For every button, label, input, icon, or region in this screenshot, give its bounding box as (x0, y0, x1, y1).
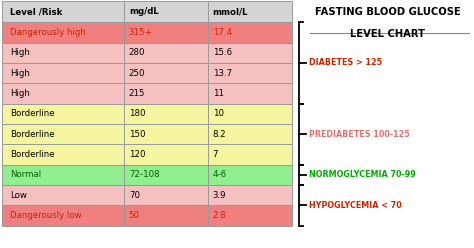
Bar (2, 144, 124, 165)
Text: 70: 70 (129, 191, 140, 200)
Text: 250: 250 (129, 69, 146, 78)
Text: DIABETES > 125: DIABETES > 125 (309, 59, 382, 67)
Text: PREDIABETES 100-125: PREDIABETES 100-125 (309, 130, 410, 139)
Bar (2, 104, 124, 124)
Bar (208, 43, 292, 63)
Bar (208, 205, 292, 226)
Text: mmol/L: mmol/L (213, 7, 248, 16)
Bar (208, 104, 292, 124)
Text: 315+: 315+ (129, 28, 153, 37)
Text: 8.2: 8.2 (213, 130, 226, 139)
Text: 215: 215 (129, 89, 146, 98)
Bar (208, 124, 292, 144)
Text: 13.7: 13.7 (213, 69, 232, 78)
Text: 17.4: 17.4 (213, 28, 232, 37)
Bar (208, 1, 292, 22)
Bar (208, 22, 292, 43)
Text: 2.8: 2.8 (213, 211, 226, 220)
Bar (2, 83, 124, 104)
Text: Dangerously low: Dangerously low (9, 211, 81, 220)
Text: Dangerously high: Dangerously high (9, 28, 85, 37)
Text: 10: 10 (213, 109, 224, 118)
Bar (124, 22, 208, 43)
Bar (2, 185, 124, 205)
Bar (124, 1, 208, 22)
Bar (124, 165, 208, 185)
Bar (124, 205, 208, 226)
Text: Low: Low (9, 191, 27, 200)
Text: NORMOGLYCEMIA 70-99: NORMOGLYCEMIA 70-99 (309, 170, 416, 179)
Text: Borderline: Borderline (9, 130, 55, 139)
Bar (124, 144, 208, 165)
Bar (2, 205, 124, 226)
Bar (2, 1, 124, 22)
Bar (124, 83, 208, 104)
Text: High: High (9, 89, 29, 98)
Bar (124, 63, 208, 83)
Text: Normal: Normal (9, 170, 41, 179)
Text: HYPOGLYCEMIA < 70: HYPOGLYCEMIA < 70 (309, 201, 402, 210)
Bar (124, 104, 208, 124)
Bar (208, 144, 292, 165)
Bar (124, 124, 208, 144)
Bar (2, 124, 124, 144)
Text: FASTING BLOOD GLUCOSE: FASTING BLOOD GLUCOSE (315, 7, 460, 17)
Text: 120: 120 (129, 150, 146, 159)
Text: 3.9: 3.9 (213, 191, 226, 200)
Text: 11: 11 (213, 89, 224, 98)
Bar (2, 165, 124, 185)
Text: 72-108: 72-108 (129, 170, 159, 179)
Bar (2, 22, 124, 43)
Text: 150: 150 (129, 130, 146, 139)
Text: High: High (9, 48, 29, 57)
Text: mg/dL: mg/dL (129, 7, 159, 16)
Bar (2, 63, 124, 83)
Bar (124, 43, 208, 63)
Bar (208, 83, 292, 104)
Text: LEVEL CHART: LEVEL CHART (350, 29, 425, 38)
Text: Borderline: Borderline (9, 150, 55, 159)
Text: 15.6: 15.6 (213, 48, 232, 57)
Text: 180: 180 (129, 109, 146, 118)
Bar (124, 185, 208, 205)
Bar (2, 43, 124, 63)
Text: 4-6: 4-6 (213, 170, 227, 179)
Text: High: High (9, 69, 29, 78)
Text: Level /Risk: Level /Risk (9, 7, 62, 16)
Bar (208, 165, 292, 185)
Bar (208, 63, 292, 83)
Text: 280: 280 (129, 48, 146, 57)
Text: 7: 7 (213, 150, 218, 159)
Bar (208, 185, 292, 205)
Text: Borderline: Borderline (9, 109, 55, 118)
Text: 50: 50 (129, 211, 140, 220)
